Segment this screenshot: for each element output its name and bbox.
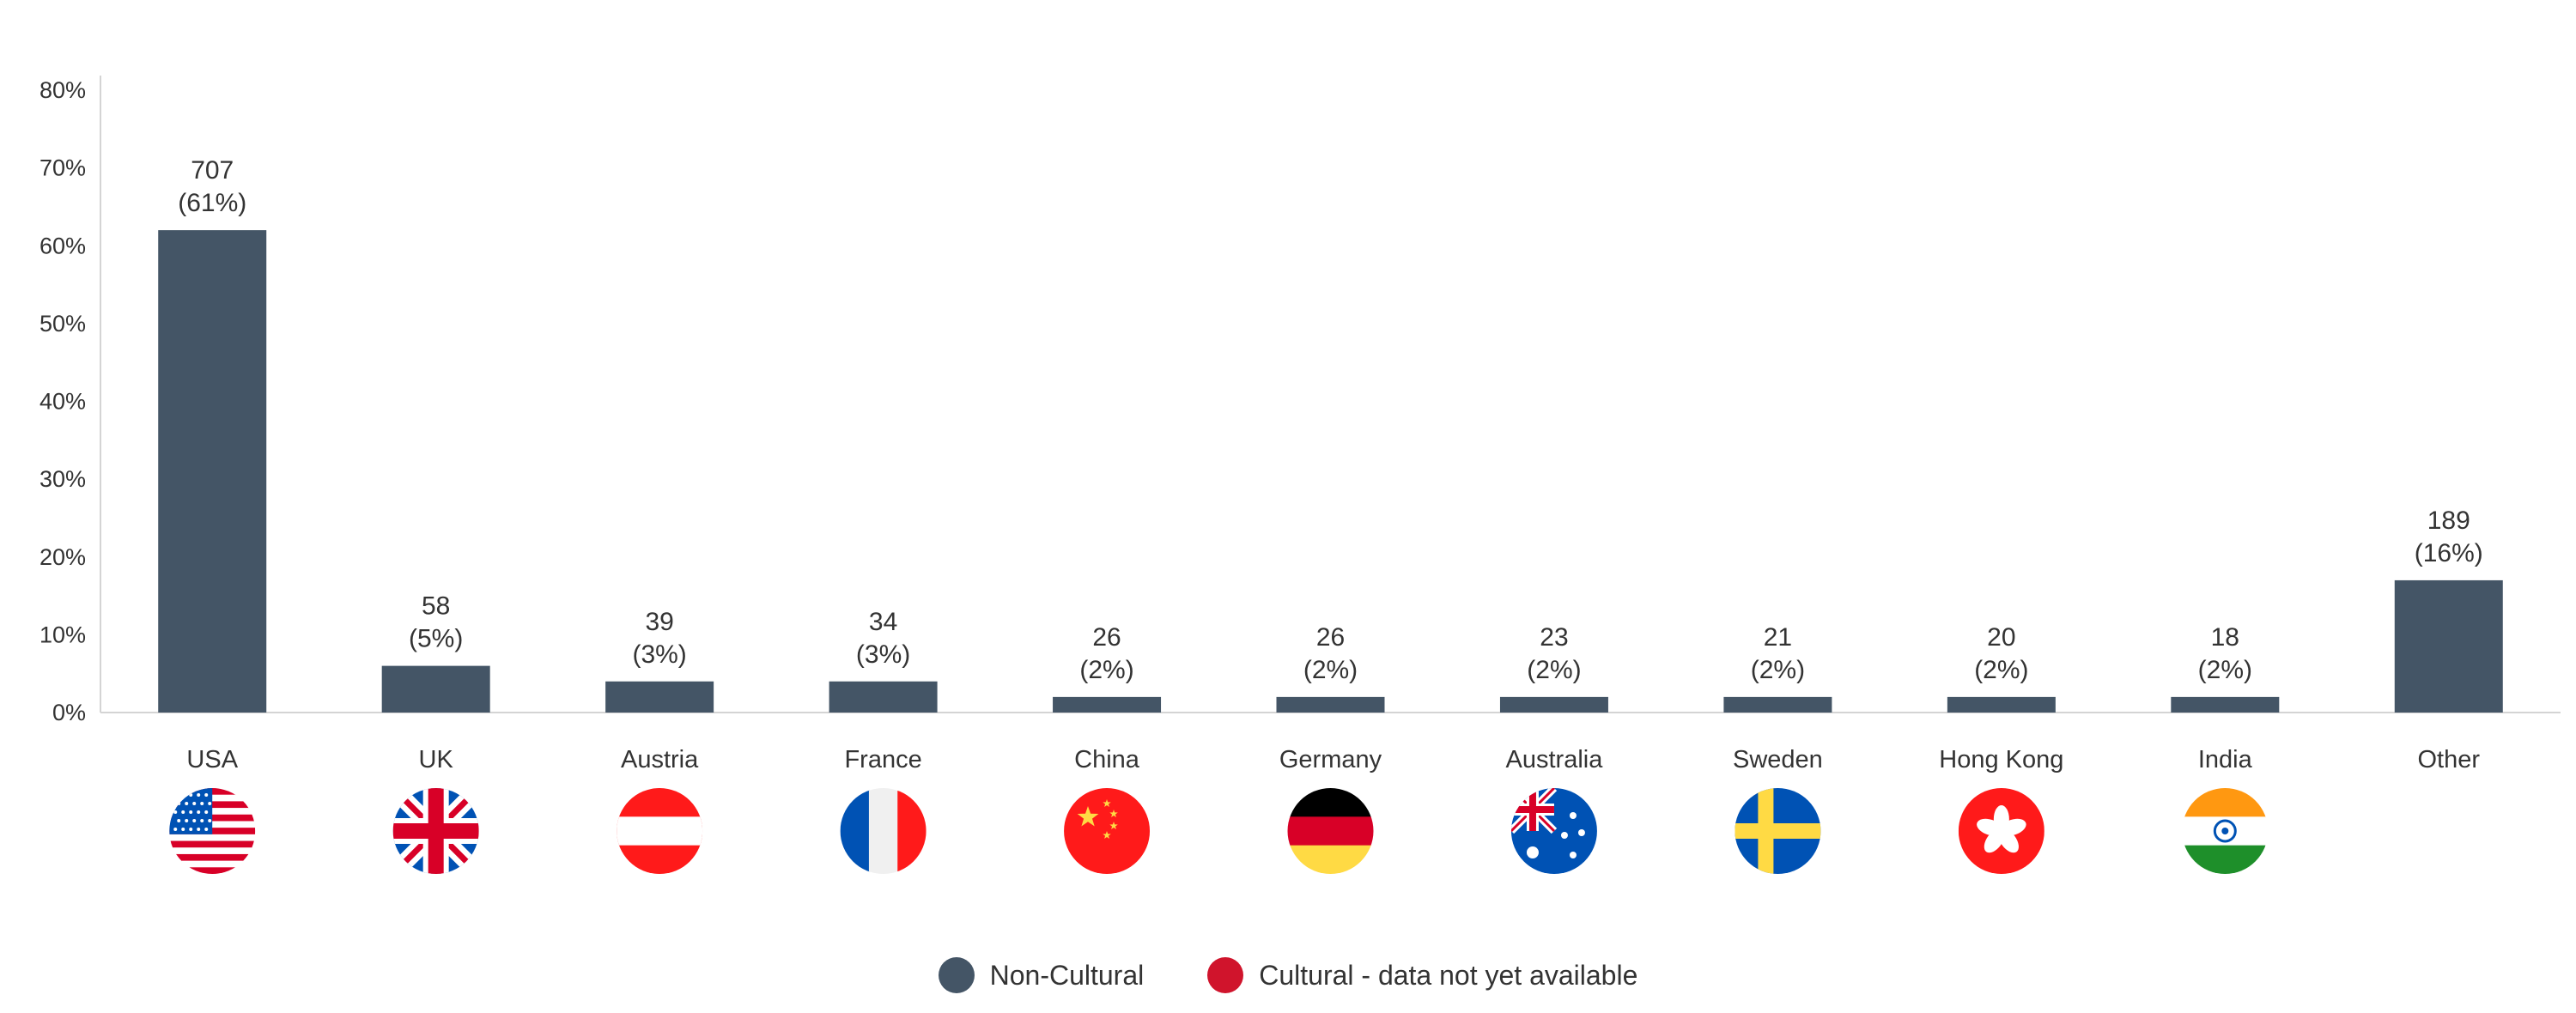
y-tick-label: 10% — [39, 622, 86, 647]
data-label-percent: (2%) — [1751, 656, 1805, 684]
y-tick-label: 30% — [39, 466, 86, 492]
bar-chart: 0% 10% 20% 30% 40% 50% 60% 70% 80% 707 (61%) 58 (5%… — [39, 76, 2561, 874]
india-flag-icon — [2182, 788, 2269, 874]
data-label-percent: (2%) — [1527, 656, 1581, 684]
usa-flag-icon — [169, 788, 256, 874]
hong-kong-flag-icon — [1958, 788, 2044, 874]
bar-france — [829, 681, 938, 713]
bar-hong-kong — [1947, 696, 2056, 713]
china-flag-icon — [1064, 788, 1151, 874]
data-label-percent: (5%) — [409, 625, 463, 653]
data-label-count: 26 — [1316, 623, 1345, 652]
bar-uk — [381, 665, 490, 713]
data-label-percent: (3%) — [632, 640, 686, 669]
data-label-percent: (2%) — [1974, 656, 2028, 684]
data-label-count: 189 — [2427, 506, 2470, 535]
x-tick-label: Hong Kong — [1939, 746, 2063, 773]
legend-label-cultural: Cultural - data not yet available — [1259, 959, 1638, 991]
x-tick-label: China — [1074, 746, 1140, 773]
data-label-percent: (3%) — [856, 640, 910, 669]
data-label-count: 58 — [422, 592, 450, 621]
bar-usa — [158, 230, 267, 713]
x-tick-label: France — [844, 746, 921, 773]
austria-flag-icon — [617, 788, 703, 874]
x-tick-label: Austria — [621, 746, 699, 773]
bar-germany — [1276, 696, 1385, 713]
y-tick-label: 50% — [39, 311, 86, 337]
x-tick-label: Other — [2418, 746, 2481, 773]
bars — [158, 230, 2503, 713]
y-tick-label: 0% — [52, 700, 86, 725]
data-label-percent: (2%) — [1079, 656, 1133, 684]
data-label-count: 707 — [191, 156, 234, 185]
sweden-flag-icon — [1735, 788, 1821, 874]
x-tick-label: Australia — [1506, 746, 1604, 773]
legend-swatch-cultural — [1207, 957, 1244, 993]
uk-flag-icon — [392, 788, 479, 874]
bar-other — [2394, 579, 2503, 713]
data-label-count: 23 — [1540, 623, 1568, 652]
bar-austria — [605, 681, 714, 713]
france-flag-icon — [840, 788, 927, 874]
data-label-count: 18 — [2211, 623, 2239, 652]
data-label-count: 34 — [869, 608, 897, 636]
country-flags — [169, 788, 2269, 874]
bar-china — [1053, 696, 1162, 713]
y-axis-ticks: 0% 10% 20% 30% 40% 50% 60% 70% 80% — [39, 77, 86, 725]
data-label-count: 21 — [1764, 623, 1792, 652]
x-tick-label: Sweden — [1733, 746, 1823, 773]
legend: Non-Cultural Cultural - data not yet ava… — [0, 957, 2576, 993]
data-label-percent: (2%) — [2198, 656, 2252, 684]
data-label-percent: (61%) — [178, 189, 246, 217]
australia-flag-icon — [1510, 788, 1597, 874]
y-tick-label: 20% — [39, 544, 86, 570]
y-tick-label: 60% — [39, 233, 86, 258]
legend-label-non-cultural: Non-Cultural — [989, 959, 1145, 991]
category-labels: USA UK Austria France China Germany Australia S… — [186, 746, 2480, 773]
bar-india — [2171, 696, 2280, 713]
data-label-count: 26 — [1092, 623, 1121, 652]
y-tick-label: 40% — [39, 389, 86, 415]
y-tick-label: 80% — [39, 77, 86, 103]
legend-swatch-non-cultural — [938, 957, 975, 993]
germany-flag-icon — [1287, 788, 1374, 874]
bar-sweden — [1723, 696, 1832, 713]
x-tick-label: India — [2198, 746, 2253, 773]
x-tick-label: Germany — [1279, 746, 1382, 773]
y-tick-label: 70% — [39, 155, 86, 181]
x-tick-label: USA — [186, 746, 238, 773]
x-tick-label: UK — [419, 746, 454, 773]
data-label-count: 20 — [1987, 623, 2015, 652]
data-labels: 707 (61%) 58 (5%) 39 (3%) 34 (3%) 26 (2%) 26 (2%) 23… — [178, 156, 2483, 684]
legend-item-cultural: Cultural - data not yet available — [1207, 957, 1637, 993]
bar-australia — [1499, 696, 1608, 713]
data-label-percent: (2%) — [1303, 656, 1358, 684]
data-label-percent: (16%) — [2415, 539, 2483, 567]
data-label-count: 39 — [645, 608, 673, 636]
legend-item-non-cultural: Non-Cultural — [938, 957, 1145, 993]
